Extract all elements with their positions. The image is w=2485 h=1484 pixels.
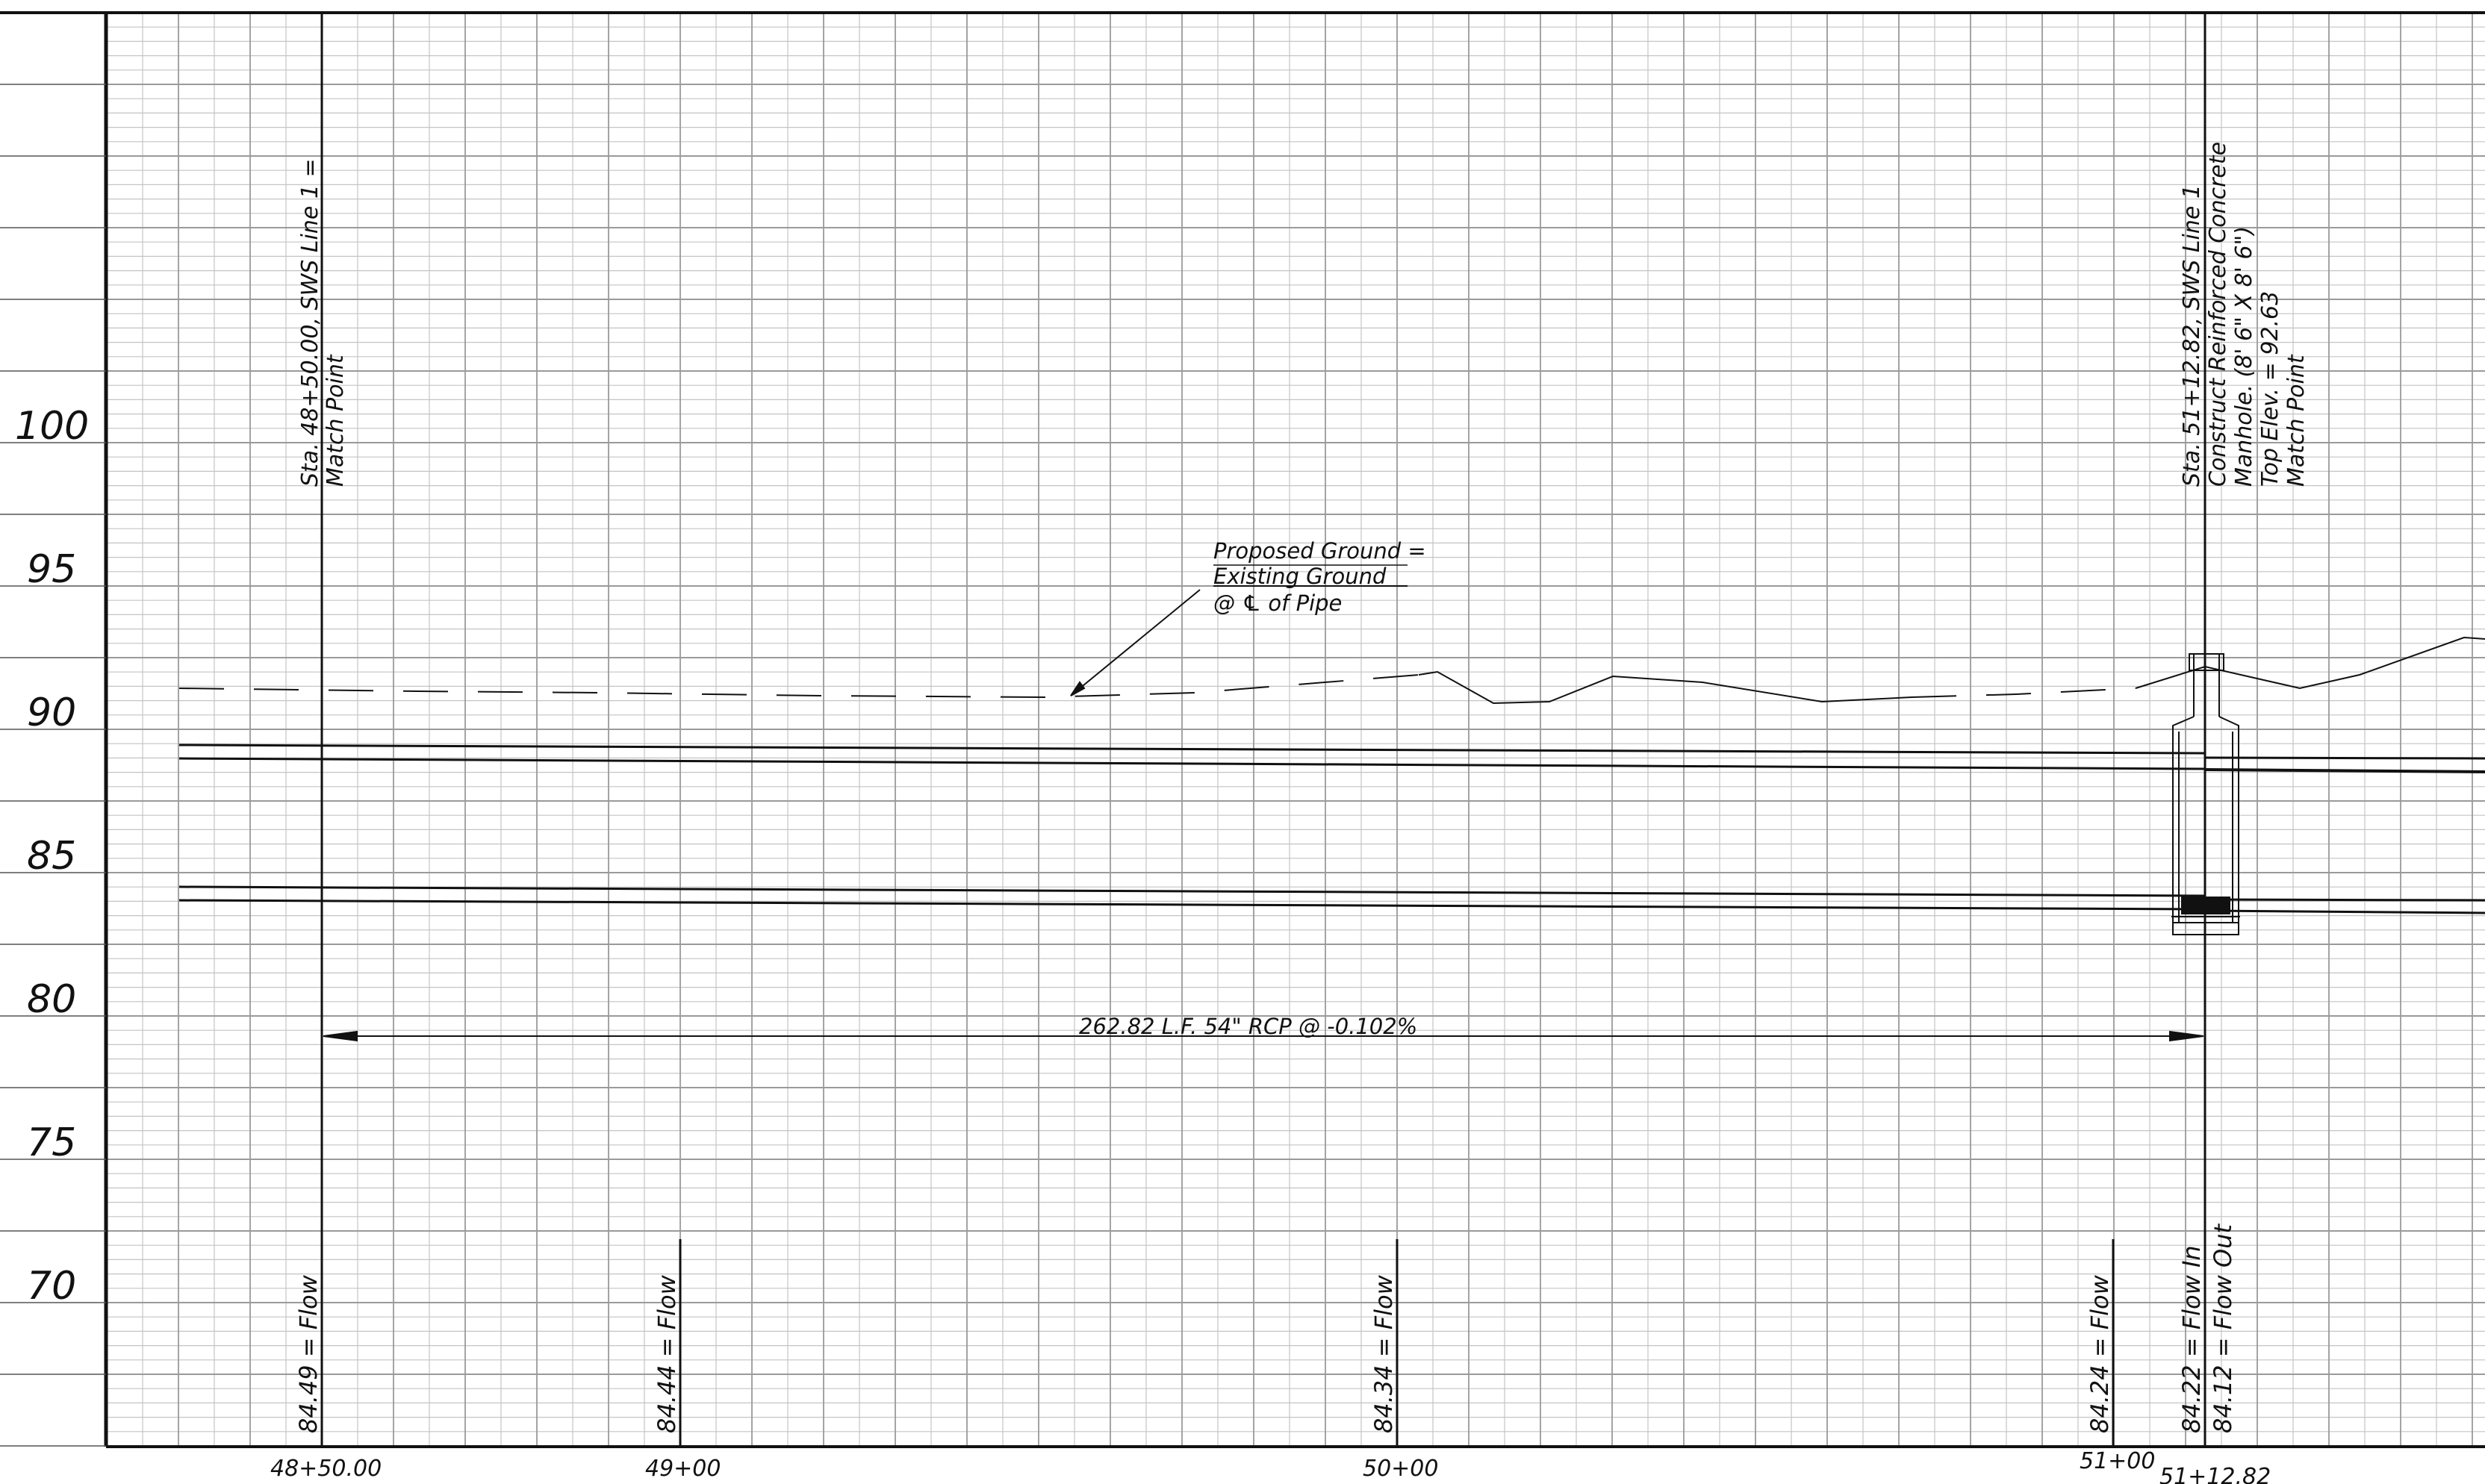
elevation-label-80: 80 bbox=[27, 977, 76, 1022]
proposed-ground-solid bbox=[1418, 670, 1912, 705]
flow-label-49-00: 84.44 = Flow bbox=[653, 1274, 681, 1433]
flow-labels: 84.49 = Flow 84.44 = Flow 84.34 = Flow 8… bbox=[294, 1223, 2237, 1433]
grid-major-lines bbox=[106, 13, 2485, 1447]
flow-label-50-00: 84.34 = Flow bbox=[1369, 1274, 1398, 1433]
elevation-tick-marks bbox=[0, 84, 106, 1447]
manhole-note-line4: Top Elev. = 92.63 bbox=[2257, 291, 2283, 487]
ground-callout-line1: Proposed Ground = bbox=[1213, 538, 1426, 564]
flow-label-in: 84.22 = Flow In bbox=[2177, 1245, 2206, 1433]
elevation-label-100: 100 bbox=[15, 404, 89, 449]
station-lines bbox=[320, 13, 2206, 1447]
ground-callout-line3: @ ℄ of Pipe bbox=[1213, 590, 1342, 616]
pipe-length-dimension bbox=[323, 1030, 2204, 1042]
manhole-note-line1: Sta. 51+12.82, SWS Line 1 bbox=[2179, 184, 2205, 487]
station-label-48-50: 48+50.00 bbox=[270, 1456, 382, 1482]
existing-ground-dashed bbox=[178, 674, 1419, 699]
elevation-axis: 100 95 90 85 80 75 70 bbox=[15, 404, 89, 1309]
elevation-label-95: 95 bbox=[27, 547, 76, 592]
match-point-left-line1: Sta. 48+50.00, SWS Line 1 = bbox=[297, 158, 323, 487]
manhole-note: Sta. 51+12.82, SWS Line 1 Construct Rein… bbox=[2179, 142, 2310, 487]
elevation-label-90: 90 bbox=[27, 690, 76, 735]
elevation-label-75: 75 bbox=[27, 1120, 76, 1165]
manhole-note-line3: Manhole. (8' 6" X 8' 6") bbox=[2231, 226, 2257, 487]
station-label-50-00: 50+00 bbox=[1363, 1456, 1438, 1482]
station-label-49-00: 49+00 bbox=[645, 1456, 721, 1482]
manhole-structure bbox=[2171, 653, 2240, 935]
flow-label-48-50: 84.49 = Flow bbox=[294, 1274, 323, 1433]
pipe-crown bbox=[178, 743, 2485, 773]
elevation-label-70: 70 bbox=[27, 1264, 76, 1309]
ground-callout-line2: Existing Ground bbox=[1213, 564, 1387, 589]
ground-callout-leader bbox=[1070, 564, 1408, 696]
flow-label-51-00: 84.24 = Flow bbox=[2086, 1274, 2114, 1433]
station-label-51-12-82: 51+12.82 bbox=[2159, 1464, 2271, 1484]
pipe-length-label: 262.82 L.F. 54" RCP @ -0.102% bbox=[1079, 1014, 1417, 1039]
pipe-invert bbox=[178, 885, 2485, 914]
grid-minor-lines bbox=[106, 13, 2485, 1447]
elevation-label-85: 85 bbox=[27, 834, 76, 879]
station-axis: 48+50.00 49+00 50+00 51+00 51+12.82 bbox=[270, 1448, 2271, 1484]
match-point-left-line2: Match Point bbox=[323, 354, 349, 487]
existing-ground-dashed-2 bbox=[1911, 688, 2136, 698]
station-label-51-00: 51+00 bbox=[2080, 1448, 2155, 1474]
flow-label-out: 84.12 = Flow Out bbox=[2209, 1223, 2237, 1433]
match-point-left-note: Sta. 48+50.00, SWS Line 1 = Match Point bbox=[297, 158, 349, 487]
manhole-note-line2: Construct Reinforced Concrete bbox=[2205, 142, 2231, 487]
ground-callout: Proposed Ground = Existing Ground @ ℄ of… bbox=[1213, 538, 1426, 616]
manhole-note-line5: Match Point bbox=[2283, 354, 2310, 487]
